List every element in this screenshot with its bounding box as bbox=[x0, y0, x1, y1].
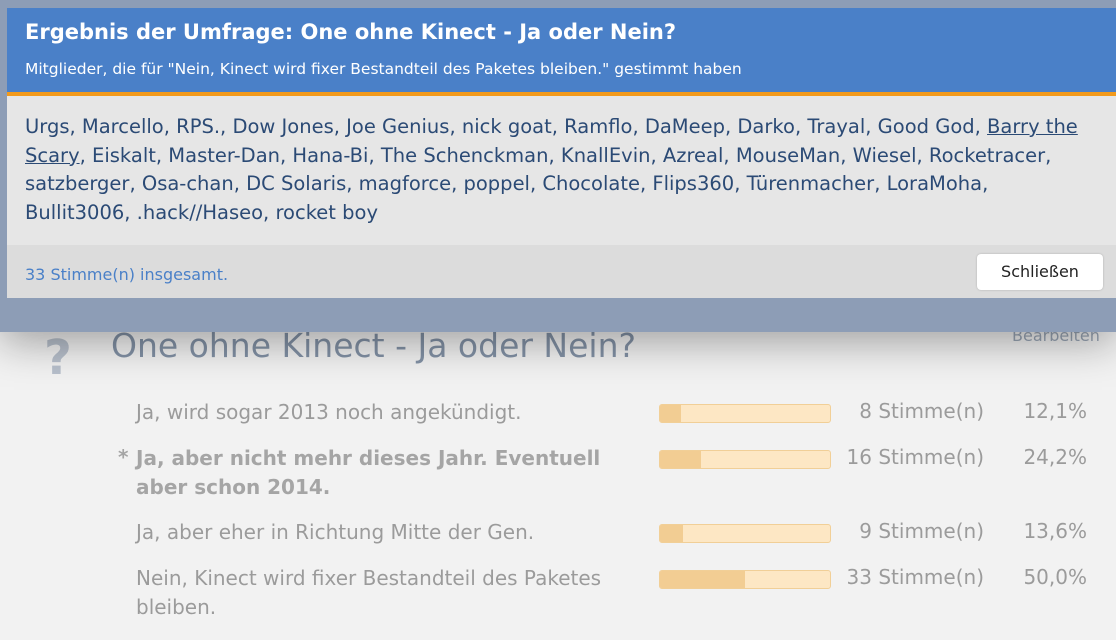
option-text: Nein, Kinect wird fixer Bestandteil des … bbox=[136, 566, 602, 619]
voter-list: Urgs, Marcello, RPS., Dow Jones, Joe Gen… bbox=[25, 113, 1095, 227]
voter-link[interactable]: Osa-chan bbox=[141, 172, 234, 195]
separator: , bbox=[982, 172, 989, 195]
separator: , bbox=[124, 200, 131, 224]
separator: , bbox=[263, 200, 270, 224]
separator: , bbox=[916, 143, 923, 167]
separator: , bbox=[632, 115, 639, 138]
separator: , bbox=[155, 143, 163, 167]
separator: , bbox=[725, 115, 732, 138]
bar-track bbox=[659, 404, 831, 423]
voter-link[interactable]: Ramflo bbox=[564, 115, 633, 138]
voter-link[interactable]: KnallEvin bbox=[560, 143, 651, 167]
separator: , bbox=[723, 143, 730, 167]
separator: , bbox=[346, 172, 353, 195]
poll-icon: ? bbox=[44, 330, 72, 386]
separator: , bbox=[220, 115, 227, 138]
option-text: Ja, aber nicht mehr dieses Jahr. Eventue… bbox=[136, 446, 601, 499]
vote-count: 9 Stimme(n) bbox=[859, 519, 984, 543]
separator: , bbox=[794, 115, 802, 138]
separator: , bbox=[865, 115, 872, 138]
voter-link[interactable]: Joe Genius bbox=[346, 115, 450, 138]
percent: 13,6% bbox=[1023, 519, 1087, 543]
voter-link[interactable]: DC Solaris bbox=[246, 172, 347, 195]
bar-fill bbox=[660, 571, 745, 588]
option-text: Ja, aber eher in Richtung Mitte der Gen. bbox=[136, 520, 535, 544]
bar-fill bbox=[660, 525, 684, 542]
dialog-title: Ergebnis der Umfrage: One ohne Kinect - … bbox=[25, 20, 677, 44]
voter-link[interactable]: Chocolate bbox=[542, 172, 640, 195]
voter-link[interactable]: Flips360 bbox=[652, 172, 735, 195]
vote-total: 33 Stimme(n) insgesamt. bbox=[25, 265, 229, 284]
voter-link[interactable]: Urgs bbox=[25, 115, 70, 138]
poll-title: One ohne Kinect - Ja oder Nein? bbox=[111, 326, 637, 365]
separator: , bbox=[650, 143, 657, 167]
separator: , bbox=[639, 172, 647, 195]
separator: , bbox=[79, 143, 86, 167]
separator: , bbox=[69, 115, 76, 138]
bar-track bbox=[659, 570, 831, 589]
percent: 24,2% bbox=[1023, 445, 1087, 469]
separator: , bbox=[734, 172, 741, 195]
separator: , bbox=[280, 143, 287, 167]
selected-marker: * bbox=[118, 445, 129, 469]
bar-track bbox=[659, 450, 831, 469]
option-text: Ja, wird sogar 2013 noch angekündigt. bbox=[136, 400, 522, 424]
vote-count: 16 Stimme(n) bbox=[846, 445, 984, 469]
voter-link[interactable]: DaMeep bbox=[644, 115, 726, 138]
voter-link[interactable]: Dow Jones bbox=[232, 115, 334, 138]
separator: , bbox=[551, 115, 558, 138]
voter-link[interactable]: Marcello bbox=[81, 115, 164, 138]
voter-link[interactable]: Hana-Bi bbox=[292, 143, 369, 167]
dialog-footer: 33 Stimme(n) insgesamt. Schließen bbox=[7, 245, 1116, 298]
voter-link[interactable]: Rocketracer bbox=[928, 143, 1046, 167]
voter-link[interactable]: Darko bbox=[737, 115, 795, 138]
separator: , bbox=[129, 172, 136, 195]
voter-link[interactable]: Good God bbox=[877, 115, 975, 138]
bar-fill bbox=[660, 451, 702, 468]
separator: , bbox=[163, 115, 170, 138]
dialog: Ergebnis der Umfrage: One ohne Kinect - … bbox=[7, 8, 1116, 298]
separator: , bbox=[449, 115, 456, 138]
voter-link[interactable]: poppel bbox=[463, 172, 530, 195]
voter-link[interactable]: Bullit3006 bbox=[25, 200, 125, 224]
separator: , bbox=[451, 172, 458, 195]
voter-link[interactable]: Türenmacher bbox=[746, 172, 875, 195]
voter-link[interactable]: MouseMan bbox=[735, 143, 841, 167]
voter-link[interactable]: Azreal bbox=[662, 143, 724, 167]
voter-link[interactable]: .hack//Haseo bbox=[136, 200, 264, 224]
separator: , bbox=[840, 143, 847, 167]
voter-link[interactable]: RPS. bbox=[176, 115, 221, 138]
dialog-subtitle: Mitglieder, die für "Nein, Kinect wird f… bbox=[25, 60, 742, 78]
separator: , bbox=[368, 143, 375, 167]
close-button[interactable]: Schließen bbox=[977, 254, 1103, 290]
bar-track bbox=[659, 524, 831, 543]
voter-link[interactable]: magforce bbox=[358, 172, 452, 195]
separator: , bbox=[1045, 143, 1052, 167]
separator: , bbox=[233, 172, 240, 195]
voter-link[interactable]: The Schenckman bbox=[380, 143, 549, 167]
vote-count: 33 Stimme(n) bbox=[846, 565, 984, 589]
voter-link[interactable]: LoraMoha bbox=[886, 172, 983, 195]
voter-link[interactable]: Barry the Scary bbox=[25, 115, 1078, 167]
bar-fill bbox=[660, 405, 681, 422]
percent: 12,1% bbox=[1023, 399, 1087, 423]
separator: , bbox=[874, 172, 881, 195]
vote-count: 8 Stimme(n) bbox=[859, 399, 984, 423]
voter-link[interactable]: nick goat bbox=[461, 115, 552, 138]
separator: , bbox=[333, 115, 340, 138]
voter-link[interactable]: Trayal bbox=[807, 115, 866, 138]
separator: , bbox=[974, 115, 981, 138]
voter-link[interactable]: satzberger bbox=[25, 172, 130, 195]
percent: 50,0% bbox=[1023, 565, 1087, 589]
voter-link[interactable]: Master-Dan bbox=[168, 143, 281, 167]
separator: , bbox=[548, 143, 555, 167]
dialog-header: Ergebnis der Umfrage: One ohne Kinect - … bbox=[7, 8, 1116, 96]
voter-link[interactable]: Eiskalt bbox=[92, 143, 156, 167]
voter-link[interactable]: Wiesel bbox=[852, 143, 917, 167]
voter-link[interactable]: rocket boy bbox=[275, 200, 378, 224]
separator: , bbox=[529, 172, 537, 195]
